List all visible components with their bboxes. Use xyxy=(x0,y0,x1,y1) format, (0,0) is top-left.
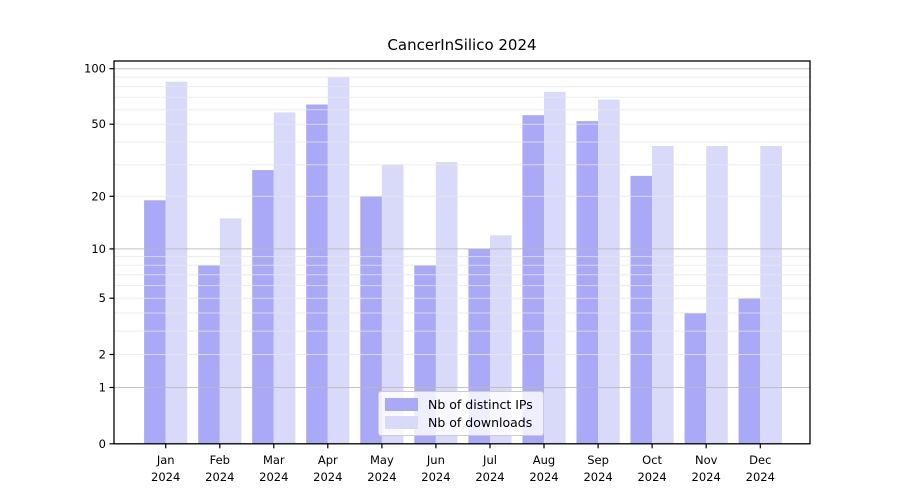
x-tick-month-label: Jun xyxy=(426,453,445,467)
bar-downloads xyxy=(273,112,296,444)
x-tick-month-label: Apr xyxy=(318,453,338,467)
legend-item-downloads: Nb of downloads xyxy=(385,414,535,431)
x-tick-year-label: 2024 xyxy=(151,470,180,484)
y-tick-label: 50 xyxy=(91,117,106,131)
bar-downloads xyxy=(435,162,458,444)
x-tick-year-label: 2024 xyxy=(529,470,558,484)
bar-distinct-ips xyxy=(144,200,166,444)
x-tick-month-label: Dec xyxy=(749,453,771,467)
x-tick-year-label: 2024 xyxy=(259,470,288,484)
bar-distinct-ips xyxy=(306,104,328,444)
bar-distinct-ips xyxy=(738,298,761,444)
y-tick-label: 2 xyxy=(99,348,106,362)
bar-downloads xyxy=(381,164,404,444)
bar-distinct-ips xyxy=(630,175,653,444)
x-tick-year-label: 2024 xyxy=(692,470,721,484)
legend-swatch-downloads xyxy=(385,416,418,430)
legend-label-downloads: Nb of downloads xyxy=(428,415,533,431)
y-axis: 0 1 2 5 10 20 50 100 xyxy=(84,62,114,451)
bar-downloads xyxy=(706,146,728,444)
bar-downloads xyxy=(652,146,674,444)
y-tick-label: 1 xyxy=(99,381,106,395)
x-tick-month-label: Nov xyxy=(695,453,718,467)
bar-distinct-ips xyxy=(252,170,274,444)
y-tick-label: 5 xyxy=(99,291,106,305)
x-tick-year-label: 2024 xyxy=(421,470,450,484)
x-tick-year-label: 2024 xyxy=(746,470,775,484)
x-tick-year-label: 2024 xyxy=(583,470,612,484)
grid-layer xyxy=(114,68,810,388)
y-tick-label: 20 xyxy=(91,189,106,203)
x-tick-month-label: Aug xyxy=(533,453,555,467)
chart-legend: Nb of distinct IPs Nb of downloads xyxy=(378,391,544,436)
y-tick-label: 0 xyxy=(99,437,106,451)
x-tick-month-label: Feb xyxy=(210,453,230,467)
bar-distinct-ips xyxy=(522,115,544,444)
x-tick-year-label: 2024 xyxy=(637,470,666,484)
x-tick-month-label: Sep xyxy=(587,453,609,467)
bar-distinct-ips xyxy=(360,196,382,444)
x-tick-month-label: May xyxy=(370,453,394,467)
bar-downloads xyxy=(598,99,620,444)
x-tick-year-label: 2024 xyxy=(475,470,504,484)
bars-layer xyxy=(144,77,782,444)
chart-title: CancerInSilico 2024 xyxy=(387,36,537,54)
x-tick-month-label: Jan xyxy=(156,453,175,467)
x-tick-month-label: Oct xyxy=(642,453,662,467)
x-axis: Jan 2024 Feb 2024 Mar 2024 Apr 2024 May 2024 Jun 20… xyxy=(151,443,775,484)
y-tick-label: 10 xyxy=(91,242,106,256)
x-tick-month-label: Mar xyxy=(263,453,285,467)
plot-border xyxy=(113,60,811,445)
x-tick-year-label: 2024 xyxy=(205,470,234,484)
bar-distinct-ips xyxy=(576,121,599,444)
legend-item-distinct-ips: Nb of distinct IPs xyxy=(385,396,535,413)
legend-swatch-distinct-ips xyxy=(385,397,418,411)
x-tick-year-label: 2024 xyxy=(313,470,342,484)
y-tick-label: 100 xyxy=(84,62,106,76)
bar-downloads xyxy=(165,81,188,444)
x-tick-month-label: Jul xyxy=(482,453,497,467)
bar-downloads xyxy=(327,77,350,444)
bar-downloads xyxy=(760,146,782,444)
x-tick-year-label: 2024 xyxy=(367,470,396,484)
legend-label-distinct-ips: Nb of distinct IPs xyxy=(428,396,533,412)
bar-downloads xyxy=(544,91,566,444)
bar-distinct-ips xyxy=(684,313,707,444)
